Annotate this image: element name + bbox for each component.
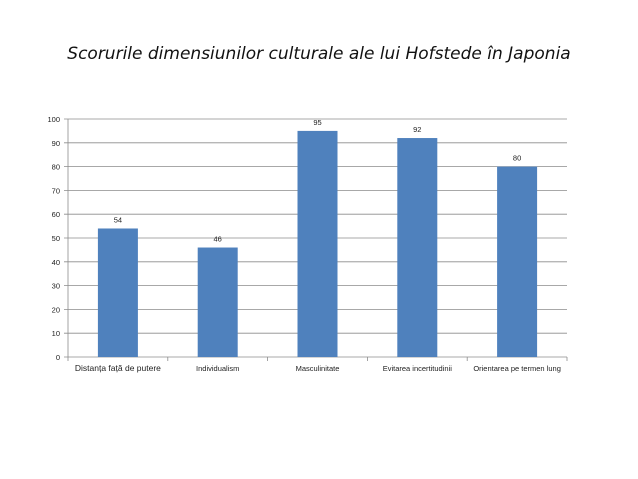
- bar: [397, 138, 438, 357]
- bar: [297, 130, 338, 357]
- data-label: 95: [313, 118, 321, 127]
- y-axis-ticks: 0 10 20 30 40 50 60 70 80 90 100: [47, 115, 60, 362]
- data-labels: 54 46 95 92 80: [114, 118, 522, 244]
- bar: [197, 247, 238, 357]
- x-category-label: Masculinitate: [296, 364, 340, 373]
- x-axis-categories: Distanța față de putere Individualism Masc…: [75, 363, 561, 373]
- y-tick-label: 10: [52, 329, 60, 338]
- bar: [497, 166, 538, 357]
- y-tick-label: 50: [52, 234, 60, 243]
- x-category-label: Evitarea incertitudinii: [383, 364, 453, 373]
- data-label: 92: [413, 125, 421, 134]
- bar: [97, 228, 138, 357]
- data-label: 46: [214, 235, 222, 244]
- data-label: 54: [114, 215, 122, 224]
- y-tick-label: 40: [52, 258, 60, 267]
- x-category-label: Orientarea pe termen lung: [473, 364, 561, 373]
- y-tick-label: 90: [52, 139, 60, 148]
- y-tick-label: 0: [56, 353, 60, 362]
- y-tick-label: 70: [52, 186, 60, 195]
- y-tick-label: 100: [47, 115, 60, 124]
- chart-title: Scorurile dimensiunilor culturale ale lu…: [67, 44, 571, 64]
- x-category-label: Individualism: [196, 364, 239, 373]
- y-tick-label: 80: [52, 163, 60, 172]
- data-label: 80: [513, 154, 521, 163]
- bars: [97, 130, 538, 357]
- y-tick-label: 60: [52, 210, 60, 219]
- y-tick-label: 20: [52, 305, 60, 314]
- y-tick-label: 30: [52, 282, 60, 291]
- x-category-label: Distanța față de putere: [75, 363, 161, 373]
